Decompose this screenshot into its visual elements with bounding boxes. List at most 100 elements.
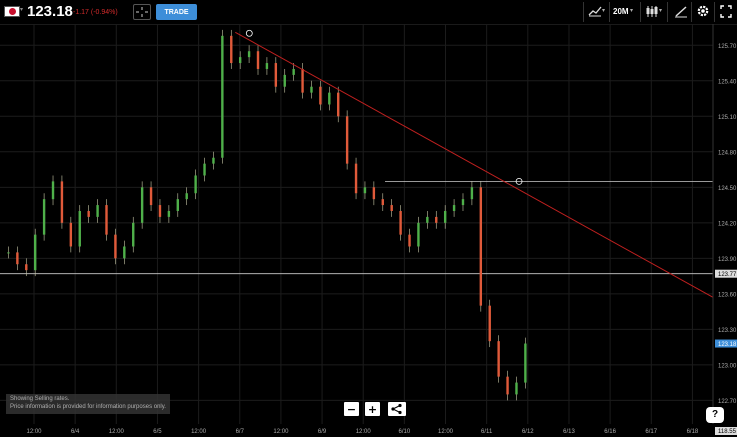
chevron-down-icon[interactable]: ▾	[602, 7, 606, 14]
level-price-label: 123.77	[718, 272, 737, 278]
candle-body	[354, 163, 358, 194]
y-tick-label: 125.10	[718, 115, 737, 121]
x-tick-label: 6/16	[604, 429, 616, 435]
candle-body	[443, 210, 447, 223]
y-tick-label: 125.40	[718, 79, 737, 85]
x-tick-label: 6/4	[71, 429, 80, 435]
price-chart[interactable]: 125.70 125.40 125.10 124.80 124.50 124.20 123.…	[0, 24, 737, 437]
candle-body	[497, 341, 500, 377]
divider	[583, 2, 584, 22]
candle-body	[283, 74, 286, 87]
trendline-segment[interactable]	[235, 31, 714, 298]
x-tick-label: 6/9	[318, 429, 327, 435]
candle-body	[274, 63, 278, 87]
divider	[640, 2, 641, 22]
top-toolbar: ▾ 123.18 -1.17 (-0.94%) TRADE ▾ 20M ▾ ▾	[0, 0, 737, 25]
y-tick-label: 125.70	[718, 44, 737, 50]
last-price-tag	[715, 339, 737, 348]
price-change: -1.17 (-0.94%)	[73, 9, 118, 16]
crosshair-button[interactable]	[133, 4, 151, 20]
jp-flag-icon[interactable]	[4, 6, 20, 17]
candle-body	[426, 216, 429, 223]
y-tick-label: 124.20	[718, 221, 737, 227]
trendline-handle[interactable]	[515, 177, 523, 185]
candle-body	[345, 116, 349, 164]
y-tick-label: 123.60	[718, 292, 737, 298]
horizontal-levels	[0, 180, 713, 275]
candle-body	[25, 264, 28, 271]
x-axis: 12:00 6/4 12:00 6/5 12:00 6/7 12:00 6/9 12:00 6/1…	[26, 429, 698, 435]
disclaimer-line: Showing Selling rates.	[10, 396, 70, 402]
candle-body	[435, 216, 438, 223]
candle-body	[167, 210, 171, 217]
help-button[interactable]: ?	[706, 407, 724, 423]
x-tick-label: 6/18	[687, 429, 699, 435]
candle-body	[506, 376, 509, 395]
candle-body	[488, 305, 491, 342]
candle-body	[42, 199, 46, 235]
trendline-handle[interactable]	[245, 29, 253, 37]
candle-body	[301, 68, 304, 93]
candle-body	[363, 187, 367, 194]
candle-body	[408, 234, 411, 247]
x-tick-label: 6/10	[399, 429, 411, 435]
draw-tool-icon[interactable]	[674, 5, 688, 19]
candle-body	[87, 210, 90, 217]
candle-body	[230, 35, 233, 64]
candle-body	[310, 86, 313, 93]
trade-button[interactable]: TRADE	[156, 4, 197, 20]
x-tick-label: 12:00	[109, 429, 125, 435]
chevron-down-icon[interactable]: ▾	[659, 7, 663, 14]
candle-body	[452, 205, 456, 211]
disclaimer-line: Price information is provided for inform…	[10, 404, 166, 410]
y-tick-label: 124.50	[718, 186, 737, 192]
candle-body	[194, 175, 197, 194]
candle-body	[247, 51, 251, 58]
fullscreen-icon[interactable]	[720, 5, 732, 19]
candle-body	[185, 193, 188, 200]
candle-body	[265, 63, 269, 69]
candle-body	[114, 234, 117, 259]
zoom-out-button[interactable]: −	[344, 402, 359, 416]
level-price-tag	[715, 269, 737, 278]
candle-body	[176, 199, 179, 211]
candle-body	[105, 205, 108, 235]
chevron-down-icon[interactable]: ▾	[20, 7, 24, 13]
bottom-price-tag	[715, 427, 737, 435]
candlestick-series	[7, 29, 527, 401]
candle-body	[221, 35, 224, 158]
x-tick-label: 12:00	[191, 429, 207, 435]
timeframe-selector[interactable]: 20M	[613, 7, 629, 16]
candle-body	[149, 187, 153, 206]
candle-body	[328, 92, 331, 105]
x-tick-label: 12:00	[356, 429, 372, 435]
candle-body	[524, 343, 527, 383]
divider	[609, 2, 610, 22]
candle-body	[33, 234, 37, 271]
disclaimer-box: Showing Selling rates. Price information…	[6, 394, 170, 414]
x-tick-label: 6/13	[563, 429, 575, 435]
candle-body	[203, 163, 206, 176]
candle-body	[292, 68, 295, 75]
bottom-price-label: 118.55	[718, 429, 737, 435]
candle-body	[515, 382, 518, 395]
trendline[interactable]	[235, 29, 714, 298]
x-tick-label: 12:00	[273, 429, 289, 435]
candlestick-icon[interactable]	[645, 5, 659, 19]
candle-body	[7, 252, 10, 254]
chevron-down-icon[interactable]: ▾	[630, 7, 634, 14]
x-tick-label: 6/7	[236, 429, 245, 435]
x-tick-label: 6/5	[153, 429, 162, 435]
gear-icon[interactable]	[696, 4, 710, 18]
y-tick-label: 123.30	[718, 328, 737, 334]
chart-type-icon[interactable]	[588, 5, 602, 19]
candle-body	[470, 187, 474, 200]
candle-body	[78, 210, 81, 247]
x-tick-label: 6/11	[481, 429, 493, 435]
candle-body	[51, 181, 55, 200]
candle-body	[399, 210, 402, 235]
y-tick-label: 122.70	[718, 399, 737, 405]
zoom-in-button[interactable]: +	[365, 402, 380, 416]
last-price-label: 123.18	[718, 342, 737, 348]
share-button[interactable]	[388, 402, 406, 416]
